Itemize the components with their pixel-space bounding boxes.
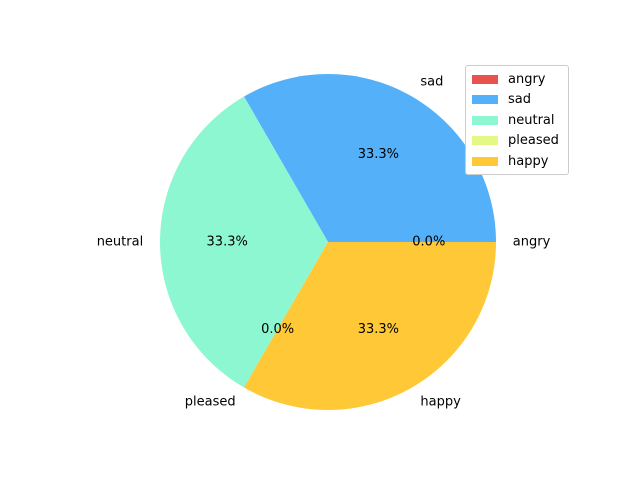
pct-happy: 33.3% bbox=[358, 322, 399, 337]
slice-sad bbox=[244, 73, 496, 242]
legend-item-neutral: neutral bbox=[466, 110, 568, 131]
pct-sad: 33.3% bbox=[358, 147, 399, 162]
slice-happy bbox=[244, 242, 496, 410]
legend-label-pleased: pleased bbox=[508, 133, 559, 149]
legend-swatch-neutral bbox=[472, 115, 498, 125]
label-pleased: pleased bbox=[185, 395, 236, 410]
label-happy: happy bbox=[420, 395, 461, 410]
legend-label-neutral: neutral bbox=[508, 112, 555, 128]
label-neutral: neutral bbox=[97, 235, 144, 250]
legend-label-happy: happy bbox=[508, 153, 549, 169]
pct-neutral: 33.3% bbox=[207, 235, 248, 250]
slice-neutral bbox=[160, 96, 328, 388]
legend-swatch-sad bbox=[472, 95, 498, 105]
legend-swatch-happy bbox=[472, 156, 498, 166]
legend: angry sad neutral pleased happy bbox=[465, 65, 569, 175]
legend-item-happy: happy bbox=[466, 151, 568, 172]
pct-pleased: 0.0% bbox=[261, 322, 294, 337]
legend-label-angry: angry bbox=[508, 71, 546, 87]
legend-swatch-angry bbox=[472, 74, 498, 84]
percent-labels: 0.0% 33.3% 33.3% 0.0% 33.3% bbox=[207, 147, 446, 337]
label-angry: angry bbox=[513, 235, 551, 250]
legend-swatch-pleased bbox=[472, 136, 498, 146]
legend-item-pleased: pleased bbox=[466, 131, 568, 152]
category-labels: angry sad neutral pleased happy bbox=[97, 74, 551, 409]
legend-label-sad: sad bbox=[508, 92, 531, 108]
label-sad: sad bbox=[420, 74, 443, 89]
pct-angry: 0.0% bbox=[412, 235, 445, 250]
legend-item-angry: angry bbox=[466, 69, 568, 90]
pie-slices bbox=[160, 73, 496, 410]
legend-item-sad: sad bbox=[466, 90, 568, 111]
